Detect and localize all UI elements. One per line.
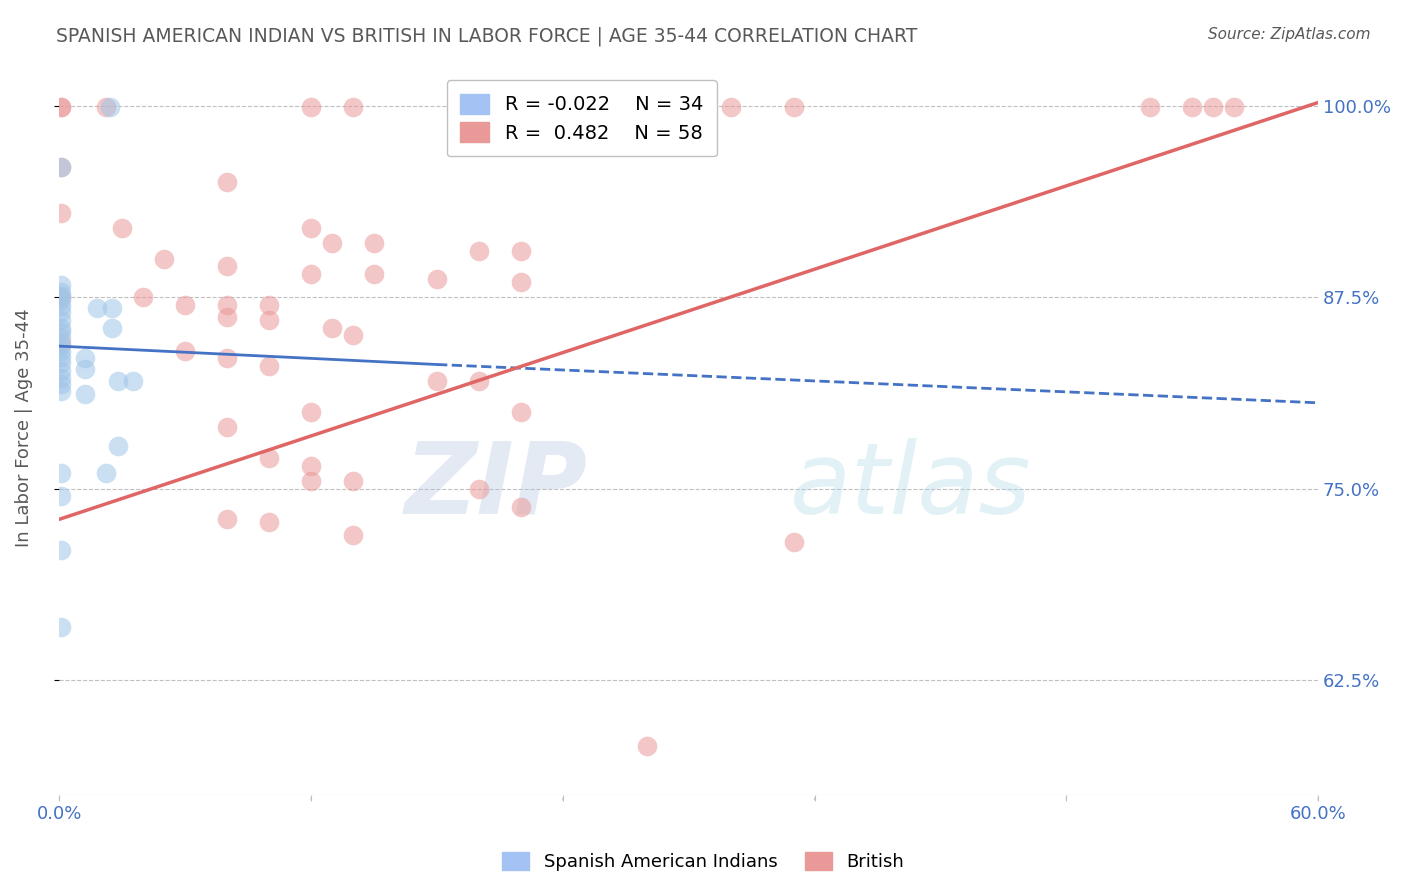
Point (257, 516, 280, 530)
Point (217, 175, 239, 189)
Point (217, 351, 239, 366)
Point (1223, 100, 1246, 114)
Point (51, 305, 73, 319)
Point (51, 100, 73, 114)
Point (51, 299, 73, 313)
Point (86, 301, 108, 315)
Point (51, 160, 73, 174)
Point (510, 275, 533, 289)
Point (51, 356, 73, 370)
Point (107, 439, 129, 453)
Point (257, 359, 280, 373)
Point (51, 277, 73, 292)
Point (101, 301, 124, 315)
Point (51, 619, 73, 633)
Point (121, 375, 143, 389)
Point (510, 500, 533, 514)
Point (51, 489, 73, 503)
Point (321, 236, 343, 251)
Point (342, 100, 364, 114)
Point (51, 206, 73, 220)
Point (51, 339, 73, 353)
Point (51, 320, 73, 334)
Point (217, 310, 239, 324)
Point (342, 474, 364, 488)
Point (720, 100, 742, 114)
Point (174, 343, 197, 358)
Point (51, 290, 73, 304)
Point (636, 739, 658, 753)
Point (636, 100, 658, 114)
Point (342, 328, 364, 343)
Point (299, 267, 322, 281)
Point (1181, 100, 1204, 114)
Point (782, 100, 804, 114)
Point (1202, 100, 1225, 114)
Point (342, 527, 364, 541)
Text: Source: ZipAtlas.com: Source: ZipAtlas.com (1208, 27, 1371, 42)
Point (51, 377, 73, 392)
Point (51, 331, 73, 345)
Point (572, 100, 595, 114)
Point (363, 267, 385, 281)
Text: SPANISH AMERICAN INDIAN VS BRITISH IN LABOR FORCE | AGE 35-44 CORRELATION CHART: SPANISH AMERICAN INDIAN VS BRITISH IN LA… (56, 27, 918, 46)
Text: ZIP: ZIP (405, 438, 588, 534)
Point (299, 405, 322, 419)
Point (510, 405, 533, 419)
Y-axis label: In Labor Force | Age 35-44: In Labor Force | Age 35-44 (15, 308, 32, 547)
Point (132, 290, 155, 304)
Point (51, 542, 73, 557)
Point (73, 362, 96, 376)
Point (51, 371, 73, 385)
Point (468, 375, 491, 389)
Point (94, 467, 117, 481)
Point (299, 474, 322, 488)
Point (174, 298, 197, 312)
Point (51, 467, 73, 481)
Point (257, 450, 280, 465)
Point (111, 221, 134, 235)
Point (98, 100, 121, 114)
Point (510, 244, 533, 259)
Point (51, 285, 73, 300)
Point (51, 288, 73, 302)
Point (217, 512, 239, 526)
Point (51, 350, 73, 364)
Point (468, 482, 491, 496)
Point (73, 386, 96, 401)
Point (321, 320, 343, 334)
Point (51, 100, 73, 114)
Point (51, 326, 73, 340)
Point (257, 313, 280, 327)
Point (101, 320, 124, 334)
Point (73, 351, 96, 366)
Point (51, 160, 73, 174)
Point (299, 100, 322, 114)
Point (678, 100, 700, 114)
Point (107, 375, 129, 389)
Point (51, 293, 73, 307)
Point (257, 298, 280, 312)
Point (782, 535, 804, 549)
Point (217, 260, 239, 274)
Point (299, 221, 322, 235)
Point (51, 364, 73, 378)
Point (217, 298, 239, 312)
Legend: R = -0.022    N = 34, R =  0.482    N = 58: R = -0.022 N = 34, R = 0.482 N = 58 (447, 80, 717, 156)
Point (363, 236, 385, 251)
Text: atlas: atlas (789, 438, 1031, 534)
Legend: Spanish American Indians, British: Spanish American Indians, British (495, 845, 911, 879)
Point (51, 336, 73, 351)
Point (299, 458, 322, 473)
Point (426, 271, 449, 285)
Point (51, 343, 73, 358)
Point (1139, 100, 1161, 114)
Point (51, 384, 73, 398)
Point (426, 375, 449, 389)
Point (94, 100, 117, 114)
Point (217, 420, 239, 434)
Point (468, 244, 491, 259)
Point (153, 252, 176, 266)
Point (51, 313, 73, 327)
